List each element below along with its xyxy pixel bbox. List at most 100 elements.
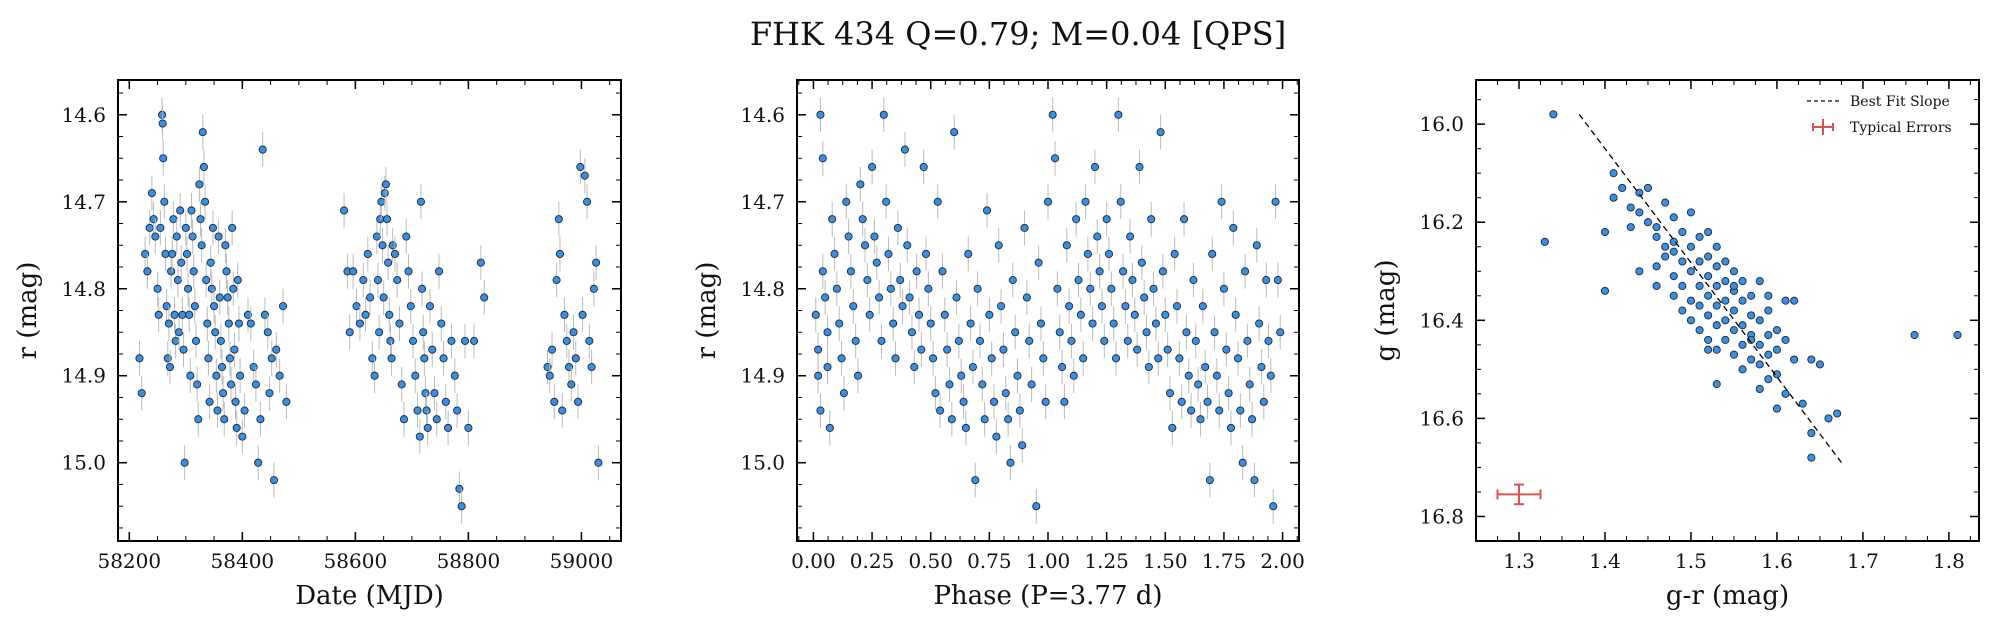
data-point: [1018, 441, 1027, 450]
data-point: [1807, 355, 1816, 364]
data-point: [1121, 302, 1130, 311]
data-point: [1635, 208, 1644, 217]
data-point: [390, 249, 399, 259]
data-point: [1210, 328, 1219, 337]
data-point: [1721, 316, 1730, 325]
data-point: [180, 458, 189, 467]
data-point: [179, 345, 188, 354]
data-point: [181, 223, 190, 232]
data-point: [1264, 336, 1273, 345]
data-point: [197, 241, 206, 250]
x-tick-label: 1.75: [1202, 549, 1247, 573]
data-point: [145, 223, 154, 232]
data-point: [978, 380, 987, 389]
data-point: [156, 223, 165, 232]
data-point: [1686, 296, 1696, 305]
data-point: [954, 336, 963, 345]
data-point: [224, 319, 233, 328]
data-point: [217, 362, 227, 372]
data-point: [555, 249, 565, 259]
x-tick-label: 2.00: [1260, 549, 1305, 573]
data-point: [158, 110, 167, 119]
data-point: [1781, 389, 1790, 398]
data-point: [381, 180, 390, 189]
data-point: [251, 380, 260, 389]
figure-title: FHK 434 Q=0.79; M=0.04 [QPS]: [750, 15, 1286, 53]
data-point: [832, 284, 841, 293]
data-point: [399, 415, 409, 424]
data-point: [169, 215, 178, 224]
data-point: [406, 302, 415, 311]
data-point: [868, 162, 877, 172]
data-point: [387, 354, 396, 363]
data-point: [882, 197, 891, 206]
data-point: [1189, 276, 1198, 285]
data-point: [823, 362, 832, 372]
data-point: [366, 293, 375, 302]
data-point: [282, 397, 291, 406]
data-point: [363, 249, 372, 259]
data-point: [205, 397, 214, 406]
data-point: [1177, 397, 1186, 406]
data-point: [441, 397, 450, 406]
data-point: [453, 406, 462, 415]
data-point: [1067, 336, 1076, 345]
data-point: [1226, 423, 1236, 432]
data-point: [372, 232, 381, 241]
data-point: [1055, 328, 1064, 337]
data-point: [828, 215, 837, 224]
data-point: [1635, 267, 1644, 276]
data-point: [1182, 328, 1191, 337]
data-point: [1798, 399, 1807, 408]
data-point: [1128, 276, 1137, 285]
data-point: [222, 267, 231, 276]
data-point: [943, 345, 952, 354]
data-point: [1025, 336, 1034, 345]
data-point: [1252, 241, 1261, 250]
data-point: [422, 406, 431, 415]
data-point: [1764, 330, 1773, 340]
data-point: [1747, 355, 1756, 364]
data-point: [380, 189, 389, 198]
data-point: [1020, 223, 1029, 232]
data-point: [1194, 380, 1203, 389]
data-point: [1721, 257, 1730, 266]
x-axis-label: g-r (mag): [1666, 581, 1789, 611]
data-point: [1712, 262, 1721, 271]
data-point: [1678, 257, 1687, 266]
data-point: [208, 223, 217, 232]
data-point: [1165, 389, 1175, 398]
data-point: [1704, 227, 1713, 237]
data-point: [571, 354, 580, 363]
data-point: [896, 276, 905, 285]
data-point: [1205, 476, 1214, 485]
data-point: [1013, 371, 1022, 380]
data-point: [143, 267, 152, 276]
data-point: [1079, 354, 1088, 363]
data-point: [415, 432, 424, 441]
data-point: [919, 162, 928, 172]
data-point: [1271, 197, 1280, 206]
data-point: [1704, 272, 1713, 281]
data-point: [849, 302, 858, 311]
data-point: [569, 328, 578, 337]
data-point: [223, 293, 232, 302]
x-tick-label: 58400: [211, 549, 275, 573]
data-point: [1626, 203, 1635, 212]
data-point: [1755, 316, 1764, 325]
data-point: [1072, 215, 1081, 224]
data-point: [992, 432, 1001, 441]
x-tick-label: 58800: [437, 549, 501, 573]
data-point: [421, 389, 430, 398]
data-point: [377, 197, 386, 206]
data-point: [204, 354, 213, 363]
panel-lightcurve: 58200 58400 58600 58800 59000 14.6 14.7 14.8 14.…: [13, 79, 622, 611]
data-point: [576, 162, 585, 172]
data-point: [434, 267, 444, 276]
data-point: [1104, 249, 1114, 259]
data-point: [1729, 326, 1738, 335]
data-point: [1824, 414, 1833, 423]
data-point: [1269, 502, 1278, 511]
data-point: [159, 154, 168, 163]
